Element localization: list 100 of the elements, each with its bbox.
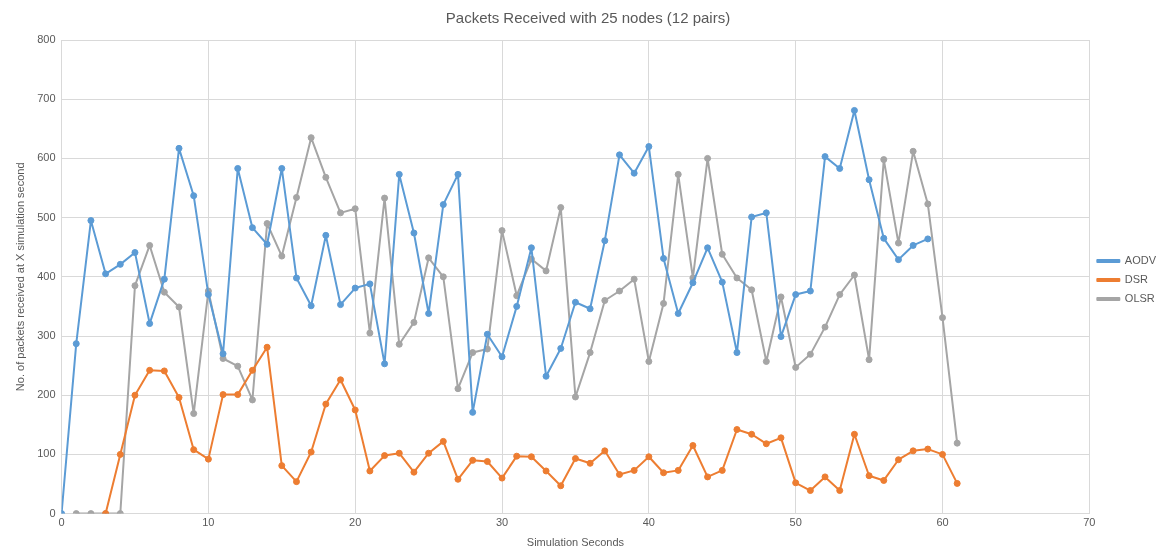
x-tick-label: 0 bbox=[58, 516, 65, 529]
y-tick-label: 300 bbox=[37, 329, 56, 342]
x-tick-label: 70 bbox=[1083, 516, 1096, 529]
point bbox=[175, 394, 183, 402]
point bbox=[645, 143, 653, 151]
point bbox=[498, 474, 506, 482]
point bbox=[263, 343, 271, 351]
point bbox=[806, 487, 814, 495]
point bbox=[939, 450, 946, 458]
point bbox=[337, 376, 345, 384]
point bbox=[527, 244, 535, 252]
y-tick-label: 200 bbox=[37, 388, 56, 401]
point bbox=[733, 426, 741, 434]
x-tick-label: 40 bbox=[642, 516, 655, 529]
point bbox=[806, 287, 814, 295]
point bbox=[557, 344, 565, 352]
point bbox=[454, 170, 462, 178]
y-tick-label: 100 bbox=[37, 447, 56, 460]
point bbox=[483, 458, 491, 465]
point bbox=[586, 459, 594, 467]
y-tick-label: 500 bbox=[37, 210, 56, 223]
point bbox=[880, 476, 888, 484]
point bbox=[248, 224, 256, 232]
point bbox=[542, 372, 550, 380]
point bbox=[116, 450, 124, 458]
y-tick-label: 600 bbox=[37, 151, 56, 164]
x-tick-label: 10 bbox=[202, 516, 215, 529]
point bbox=[850, 430, 858, 438]
point bbox=[160, 275, 168, 283]
point bbox=[116, 260, 124, 268]
point bbox=[292, 478, 300, 486]
point bbox=[219, 391, 227, 399]
point bbox=[630, 466, 638, 474]
point bbox=[748, 430, 756, 438]
point bbox=[146, 366, 154, 374]
point bbox=[615, 471, 623, 479]
point bbox=[351, 284, 359, 292]
point bbox=[571, 455, 579, 463]
legend-label: AODV bbox=[1124, 254, 1157, 267]
point bbox=[836, 487, 844, 495]
point bbox=[660, 469, 668, 477]
point bbox=[454, 475, 462, 483]
point bbox=[381, 452, 389, 460]
point bbox=[777, 333, 785, 341]
point bbox=[190, 192, 198, 200]
point bbox=[204, 455, 212, 463]
point bbox=[821, 153, 829, 161]
point bbox=[72, 340, 80, 348]
point bbox=[586, 305, 594, 313]
point bbox=[909, 447, 917, 455]
point bbox=[748, 213, 756, 221]
point bbox=[777, 434, 785, 442]
point bbox=[439, 437, 447, 445]
point bbox=[689, 442, 697, 450]
point bbox=[469, 408, 477, 416]
point bbox=[850, 106, 858, 114]
point bbox=[292, 274, 300, 282]
point bbox=[278, 462, 286, 470]
point bbox=[160, 367, 168, 375]
point bbox=[630, 169, 638, 177]
y-tick-label: 400 bbox=[37, 269, 56, 282]
x-tick-label: 20 bbox=[349, 516, 362, 529]
point bbox=[924, 445, 932, 453]
point bbox=[792, 479, 800, 487]
point bbox=[733, 349, 741, 357]
point bbox=[366, 280, 374, 288]
point bbox=[865, 176, 873, 184]
point bbox=[571, 298, 579, 306]
point bbox=[234, 391, 242, 399]
point bbox=[337, 301, 345, 309]
point bbox=[527, 453, 535, 461]
point bbox=[953, 479, 961, 487]
point bbox=[689, 279, 697, 287]
point bbox=[351, 406, 359, 414]
point bbox=[513, 302, 521, 310]
point bbox=[718, 466, 726, 474]
point bbox=[498, 353, 506, 361]
point bbox=[674, 310, 682, 317]
point bbox=[542, 467, 550, 475]
y-tick-label: 700 bbox=[37, 92, 56, 105]
point bbox=[278, 164, 286, 172]
y-tick-label: 0 bbox=[49, 506, 56, 519]
point bbox=[660, 254, 668, 262]
point bbox=[322, 400, 330, 408]
point bbox=[395, 170, 403, 178]
point bbox=[381, 360, 389, 368]
point bbox=[410, 229, 418, 237]
legend-label: DSR bbox=[1124, 273, 1149, 286]
point bbox=[219, 350, 227, 358]
point bbox=[924, 235, 932, 243]
x-tick-label: 60 bbox=[936, 516, 949, 529]
point bbox=[102, 270, 110, 278]
point bbox=[425, 310, 433, 317]
point bbox=[322, 231, 330, 239]
point bbox=[513, 452, 521, 460]
point bbox=[894, 456, 902, 464]
point bbox=[792, 291, 800, 299]
point bbox=[880, 234, 888, 242]
x-axis-title: Simulation Seconds bbox=[526, 536, 625, 549]
point bbox=[704, 244, 712, 252]
